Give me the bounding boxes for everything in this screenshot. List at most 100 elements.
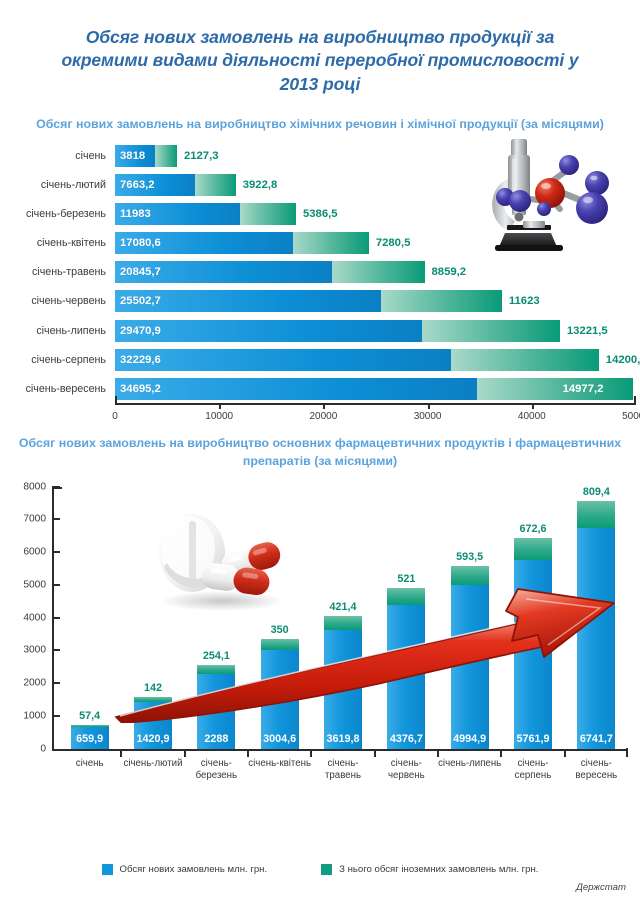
chart1-bar-segment-foreign [380,290,502,313]
chart1-bar-row: січень-липень 29470,9 13221,5 [0,316,640,345]
chart1-value-label-foreign: 8859,2 [431,266,467,279]
source-attribution: Держстат [576,882,626,893]
chart1-bar-row: січень-травень 20845,7 8859,2 [0,258,640,287]
chart1-bar-segment-foreign [154,144,177,167]
chart2-value-label-foreign: 593,5 [456,550,484,563]
chart2-y-tick-label: 3000 [23,644,46,656]
chart1-bar-track: 29470,9 13221,5 [115,319,640,342]
chart1-value-label-foreign: 14977,2 [562,382,604,395]
page-title: Обсяг нових замовлень на виробництво про… [61,27,579,94]
chart1-bar-row: січень-лютий 7663,2 3922,8 [0,171,640,200]
chart2-value-label-total: 5761,9 [516,732,550,745]
chart2-x-tick [120,749,123,757]
legend-label: З нього обсяг іноземних замовлень млн. г… [339,864,539,875]
chart1-bar-track: 3818 2127,3 [115,144,640,167]
chart2-category-label: січень-червень [387,757,425,781]
legend-item[interactable]: Обсяг нових замовлень млн. грн. [101,864,267,875]
chart2-category-label: січень-травень [324,757,362,781]
chart1-bar-segment-foreign [450,348,599,371]
chart1-bar-segment-total [115,144,155,167]
chart2-column: 350 3004,6 січень-квітень [248,624,311,769]
chart2-column-segment-foreign [260,638,299,651]
chart2-value-label-foreign: 421,4 [329,601,357,614]
chart1-value-label-total: 11983 [120,208,151,221]
chart2-value-label-foreign: 57,4 [79,710,101,723]
chart2-column: 142 1420,9 січень-лютий [123,682,182,768]
chart2-y-tick-label: 8000 [23,481,46,493]
chart1-bar-segment-foreign [332,261,425,284]
chart-chemical-products: січень 3818 2127,3 січень-лютий 7663,2 3922,8… [0,139,640,431]
chart2-y-tick-label: 7000 [23,513,46,525]
chart2-value-label-foreign: 809,4 [582,486,610,499]
chart2-column-segment-total [387,605,426,749]
chart1-bar-segment-total [115,319,423,342]
chart1-bar-segment-total [115,377,477,400]
chart1-subtitle: Обсяг нових замовлень на виробництво хім… [36,116,604,131]
chart1-bar-segment-total [115,174,195,197]
chart1-bar-segment-foreign [292,232,369,255]
legend-item[interactable]: З нього обсяг іноземних замовлень млн. г… [321,864,538,875]
chart1-bar-row: січень-квітень 17080,6 7280,5 [0,229,640,258]
chart2-column: 521 4376,7 січень-червень [387,573,426,781]
chart1-value-label-total: 32229,6 [120,353,161,366]
chart1-x-tick-labels: 0 10000 20000 30000 40000 50000 [0,411,640,427]
chart2-column-segment-foreign [450,565,489,586]
chart2-category-label: січень-липень [438,757,502,769]
chart2-x-tick [500,749,503,757]
chart2-value-label-foreign: 672,6 [519,522,547,535]
chart2-column-segment-total [70,727,109,749]
chart1-value-label-total: 34695,2 [120,382,161,395]
chart1-bar-track: 7663,2 3922,8 [115,174,640,197]
chart2-column-segment-foreign [197,665,236,674]
chart1-category-label: січень-квітень [36,237,106,250]
chart2-value-label-foreign: 521 [397,573,416,586]
chart2-y-tick-label: 4000 [23,612,46,624]
chart2-value-label-total: 4994,9 [453,732,487,745]
chart2-column-segment-foreign [70,725,109,728]
chart1-category-label: січень-травень [31,266,106,279]
chart2-column: 57,4 659,9 січень [70,710,109,769]
chart2-value-label-total: 3004,6 [263,732,297,745]
chart1-bar-segment-total [115,232,293,255]
chart2-column-segment-foreign [387,588,426,606]
chart1-bar-track: 25502,7 11623 [115,290,640,313]
chart2-value-label-foreign: 254,1 [202,650,230,663]
chart2-column: 254,1 2288 січень-березень [196,650,238,780]
chart2-x-tick [373,749,376,757]
chart1-category-label: січень-липень [36,324,106,337]
chart1-bar-row: січень 3818 2127,3 [0,141,640,170]
chart-legend: Обсяг нових замовлень млн. грн. З нього о… [0,864,640,875]
chart1-bar-segment-foreign [476,377,633,400]
chart2-column-segment-foreign [514,537,552,560]
chart1-category-label: січень [75,149,106,162]
legend-swatch-green-icon [321,864,333,875]
chart1-bar-track: 32229,6 14200,3 [115,348,640,371]
chart1-value-label-foreign: 7280,5 [375,237,411,250]
chart2-y-tick [52,485,60,488]
chart2-y-tick [52,714,60,717]
chart2-y-tick-label: 2000 [23,677,46,689]
chart1-value-label-foreign: 14200,3 [605,353,640,366]
chart1-value-label-foreign: 3922,8 [242,179,278,192]
chart1-value-label-total: 29470,9 [120,324,161,337]
chart2-column-segment-total [514,559,552,749]
chart2-value-label-total: 659,9 [76,732,104,745]
chart2-y-tick-label: 1000 [23,710,46,722]
chart2-value-label-total: 6741,7 [579,732,613,745]
chart2-category-label: січень-березень [195,757,238,781]
chart2-value-label-foreign: 350 [270,623,289,636]
chart2-category-label: січень-квітень [248,757,312,769]
chart1-category-label: січень-лютий [40,179,106,192]
chart2-column-segment-foreign [577,501,616,528]
chart1-bar-segment-foreign [194,174,236,197]
chart1-bar-segment-foreign [422,319,560,342]
legend-swatch-blue-icon [101,864,113,875]
chart2-y-tick-label: 5000 [23,579,46,591]
pills-capsules-icon [150,505,300,615]
chart1-bar-track: 17080,6 7280,5 [115,232,640,255]
chart2-category-label: січень-лютий [123,757,183,769]
chart1-bar-segment-total [115,290,381,313]
chart1-bar-row: січень-серпень 32229,6 14200,3 [0,345,640,374]
chart1-value-label-total: 17080,6 [120,237,161,250]
chart2-y-tick [52,649,60,652]
